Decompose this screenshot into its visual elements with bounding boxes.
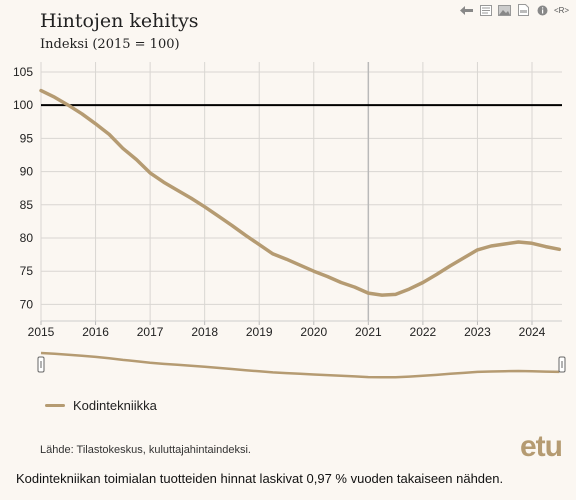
source-note: Lähde: Tilastokeskus, kuluttajahintainde… xyxy=(40,444,251,456)
y-tick-label: 105 xyxy=(13,65,33,79)
x-tick-label: 2021 xyxy=(355,325,382,339)
y-tick-label: 80 xyxy=(20,231,34,245)
x-tick-label: 2023 xyxy=(464,325,491,339)
r-label[interactable]: <R> xyxy=(553,5,570,15)
legend-swatch xyxy=(45,404,65,407)
chart-toolbar: <R> xyxy=(460,3,570,17)
grid xyxy=(40,62,562,321)
chart-title: Hintojen kehitys xyxy=(40,10,199,32)
legend[interactable]: Kodintekniikka xyxy=(45,398,157,413)
line-chart: 70 75 80 85 90 95 100 105 2015 2016 2017 2018 2019 20… xyxy=(13,62,566,379)
x-tick-label: 2022 xyxy=(410,325,437,339)
x-tick-label: 2018 xyxy=(191,325,218,339)
y-tick-label: 95 xyxy=(20,131,34,145)
y-tick-label: 70 xyxy=(20,297,34,311)
series-line-kodintekniikka[interactable] xyxy=(39,88,562,297)
chart-subtitle: Indeksi (2015 = 100) xyxy=(40,37,180,52)
caption: Kodintekniikan toimialan tuotteiden hinn… xyxy=(16,471,504,486)
navigator[interactable] xyxy=(37,351,566,379)
plot-area xyxy=(41,62,562,321)
document-icon[interactable] xyxy=(479,4,492,16)
pdf-icon[interactable] xyxy=(517,4,530,16)
series-layer xyxy=(39,88,562,297)
x-tick-label: 2016 xyxy=(82,325,109,339)
image-icon[interactable] xyxy=(498,4,511,16)
navigator-line xyxy=(40,351,560,379)
x-tick-label: 2015 xyxy=(28,325,55,339)
etu-logo: etu xyxy=(520,430,563,463)
axes: 70 75 80 85 90 95 100 105 2015 2016 2017 2018 2019 20… xyxy=(13,65,562,339)
y-tick-label: 90 xyxy=(20,165,34,179)
x-tick-label: 2019 xyxy=(246,325,273,339)
y-tick-label: 100 xyxy=(13,98,33,112)
x-tick-label: 2024 xyxy=(519,325,546,339)
y-tick-label: 85 xyxy=(20,198,34,212)
x-tick-label: 2017 xyxy=(137,325,164,339)
info-icon[interactable] xyxy=(536,5,549,16)
x-tick-label: 2020 xyxy=(300,325,327,339)
legend-label: Kodintekniikka xyxy=(73,398,157,413)
y-tick-label: 75 xyxy=(20,264,34,278)
arrow-left-icon[interactable] xyxy=(460,5,473,16)
